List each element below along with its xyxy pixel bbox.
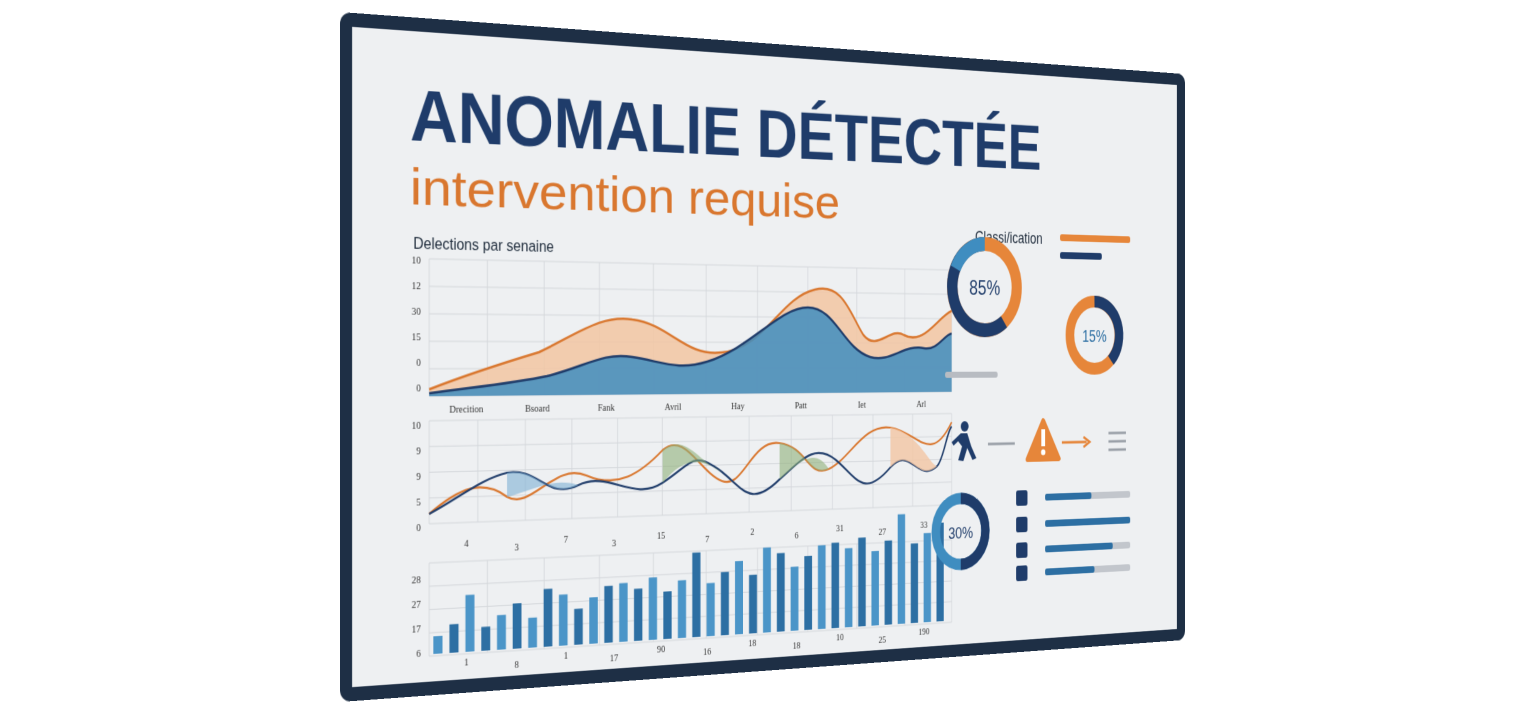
list-icon [1016, 542, 1028, 559]
bar-decor [897, 514, 906, 625]
bar-decor [923, 532, 931, 623]
tick-label: 1 [564, 650, 568, 661]
tick-label: 4 [464, 538, 469, 550]
bar-decor [831, 542, 840, 629]
bar-decor [677, 580, 687, 639]
tick-label: 6 [416, 648, 421, 660]
bar-decor [910, 543, 919, 624]
tick-label: 90 [657, 644, 665, 655]
bar-decor [558, 594, 568, 646]
bar-decor [481, 626, 491, 651]
tick-label: 28 [412, 575, 421, 587]
tick-label: 1 [464, 657, 469, 669]
tick-label: 12 [412, 281, 421, 293]
bar-decor [465, 594, 475, 652]
bar-decor [706, 582, 715, 637]
tick-label: 9 [416, 471, 421, 483]
tick-label: 5 [416, 497, 421, 509]
bar-decor [648, 577, 658, 641]
tick-label: 10 [412, 255, 421, 267]
bar-decor [720, 571, 729, 636]
bar-decor [804, 555, 813, 631]
tick-label: 18 [748, 638, 756, 649]
tick-label: 190 [918, 627, 929, 638]
tick-label: 17 [412, 624, 421, 636]
display-screen: ANOMALIE DÉTECTÉE intervention requise D… [340, 12, 1186, 702]
tick-label: 0 [416, 357, 421, 369]
tick-label: Hay [731, 401, 745, 412]
bar-decor [692, 552, 701, 638]
list-icon [1016, 490, 1028, 506]
list-icon [1016, 516, 1028, 533]
tick-label: Bsoard [525, 403, 550, 415]
tick-label: Iet [858, 400, 866, 411]
bar-decor [790, 566, 799, 631]
bar-decor [528, 617, 537, 648]
tick-label: 25 [879, 635, 886, 646]
tick-label: 2 [750, 527, 754, 538]
bar-decor [589, 597, 598, 644]
bar-decor [884, 540, 893, 625]
tick-label: 31 [836, 523, 844, 534]
bar-decor [619, 582, 628, 642]
tick-label: 0 [416, 383, 421, 395]
tick-label: Fank [598, 403, 616, 414]
chart-title: Delections par senaine [413, 235, 554, 256]
bar-decor [817, 545, 826, 630]
bar-decor [749, 574, 757, 634]
tick-label: 7 [705, 534, 709, 545]
tick-label: Drecition [449, 404, 483, 416]
tick-label: 7 [564, 534, 568, 545]
tick-label: 6 [795, 531, 799, 542]
tick-label: 16 [703, 647, 711, 658]
tick-label: 9 [416, 446, 421, 458]
tick-label: 10 [836, 632, 844, 643]
tick-label: 15 [657, 531, 665, 542]
bar-decor [433, 635, 443, 654]
screen [352, 26, 1177, 688]
bar-decor [871, 550, 879, 626]
section-title: Classi/ication [975, 228, 1042, 247]
bar-decor [634, 588, 643, 642]
bar-decor [574, 608, 583, 645]
bar-decor [543, 588, 553, 647]
tick-label: 3 [514, 542, 518, 553]
legend-bar [945, 371, 998, 378]
bar-decor [858, 537, 866, 627]
donut-label: 15% [1082, 327, 1106, 346]
area-blue [429, 303, 952, 397]
bar-decor [844, 548, 853, 628]
arrow [1062, 442, 1087, 443]
tick-label: 10 [412, 420, 421, 432]
tick-label: 15 [412, 332, 421, 344]
tick-label: 33 [920, 520, 927, 531]
bar-decor [763, 547, 771, 633]
connector [988, 443, 1015, 444]
bar-decor [512, 603, 522, 649]
bar-decor [735, 560, 743, 635]
legend-bar [1060, 252, 1102, 260]
tick-label: 8 [514, 659, 518, 671]
tick-label: 27 [412, 599, 421, 611]
tick-label: 18 [793, 641, 801, 652]
tick-label: 0 [416, 523, 421, 535]
tick-label: Arl [916, 399, 926, 409]
tick-label: Avril [665, 402, 682, 413]
tick-label: 17 [610, 653, 618, 665]
tick-label: 27 [879, 527, 886, 538]
donut-label: 85% [969, 276, 1000, 300]
donut-label: 30% [948, 523, 973, 543]
bar-decor [449, 623, 459, 653]
tick-label: 30 [412, 306, 421, 318]
warning-mark [1041, 429, 1046, 447]
bar-decor [497, 614, 506, 650]
bar-decor [663, 591, 672, 640]
tick-label: Patt [795, 401, 807, 412]
bar-decor [604, 585, 613, 643]
screen-content: ANOMALIE DÉTECTÉE intervention requise D… [340, 12, 1186, 702]
tick-label: 3 [612, 538, 616, 549]
list-icon [1016, 565, 1028, 582]
bar-decor [776, 552, 785, 632]
